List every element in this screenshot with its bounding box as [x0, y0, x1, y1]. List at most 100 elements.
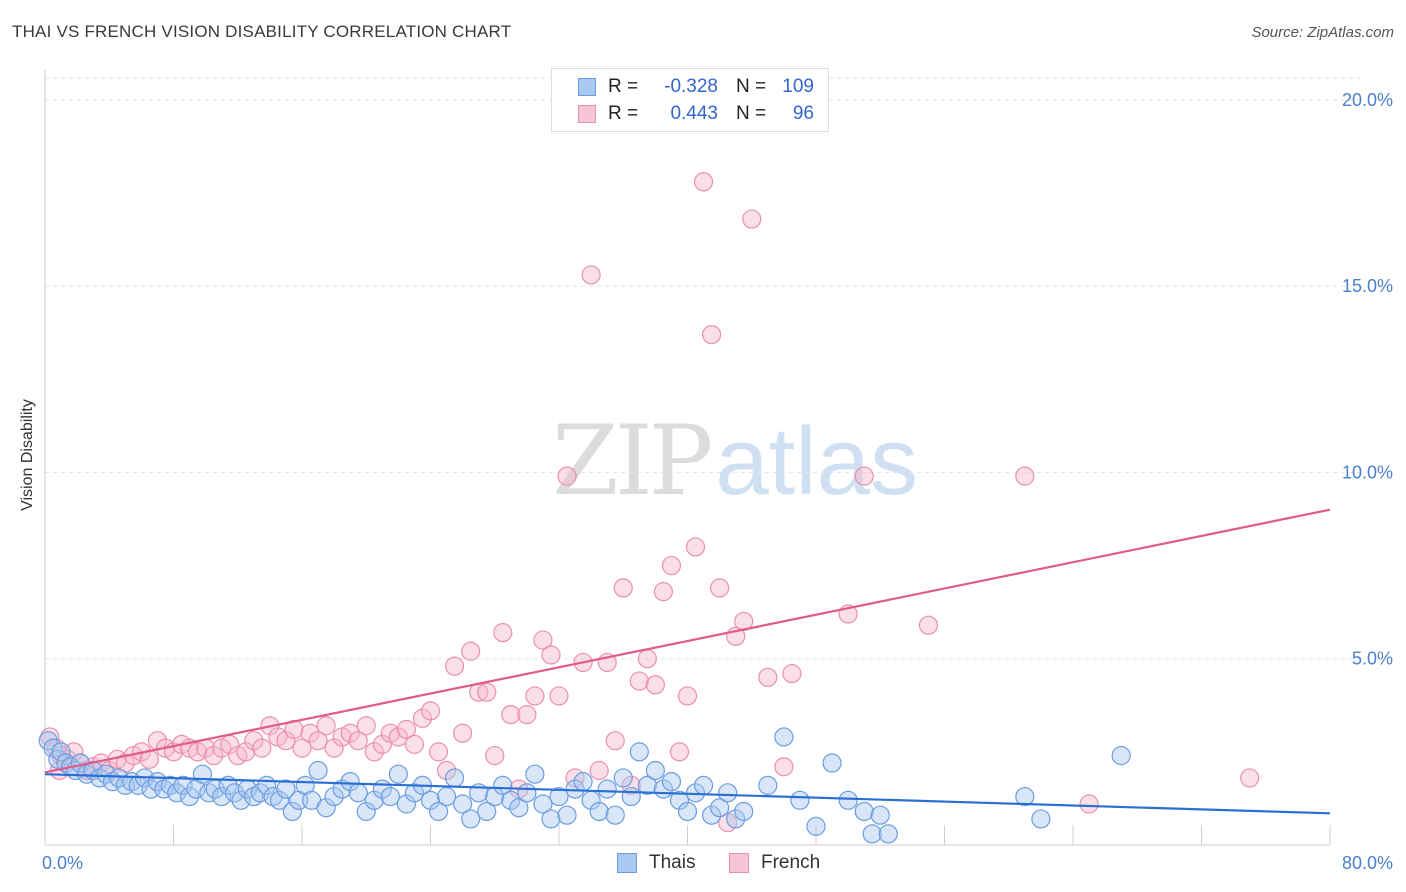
thai-point — [388, 764, 408, 784]
french-point — [613, 578, 633, 598]
thai-point — [613, 768, 633, 788]
thai-point — [501, 790, 521, 810]
bottom-legend-swatch-thais — [617, 853, 637, 873]
french-points — [40, 172, 1260, 833]
bottom-legend-swatch-french — [729, 853, 749, 873]
thai-point — [621, 786, 641, 807]
y-tick-label: 20.0% — [1342, 90, 1393, 110]
thai-point — [605, 805, 625, 825]
french-point — [292, 738, 312, 758]
french-point — [428, 742, 449, 762]
thai-point — [790, 790, 810, 810]
legend-r-label: R = — [608, 103, 639, 124]
thai-point — [453, 794, 473, 814]
french-point — [316, 716, 336, 736]
french-point — [669, 742, 690, 762]
french-point — [918, 615, 939, 635]
thai-point — [637, 775, 657, 795]
french-point — [420, 701, 441, 721]
thai-point — [878, 824, 898, 844]
french-point — [324, 738, 344, 758]
thai-point — [250, 783, 270, 803]
thais-trend-line — [44, 773, 1331, 815]
french-point — [677, 686, 698, 706]
french-point — [758, 667, 778, 687]
thai-point — [525, 764, 545, 784]
thai-point — [420, 790, 441, 810]
chart-title: THAI VS FRENCH VISION DISABILITY CORRELA… — [12, 22, 512, 41]
thais-points — [38, 727, 1131, 844]
thai-point — [870, 805, 890, 825]
thai-point — [806, 816, 826, 836]
french-point — [549, 686, 569, 706]
thai-point — [629, 742, 649, 762]
thai-point — [758, 775, 778, 795]
thai-point — [340, 772, 360, 792]
french-point — [493, 623, 513, 643]
trend-lines — [44, 508, 1331, 815]
thai-point — [669, 790, 690, 810]
french-point — [1015, 466, 1035, 486]
thai-point — [589, 801, 609, 822]
french-point — [388, 727, 408, 747]
french-point — [774, 757, 794, 777]
legend-row-french: R = 0.443 N = 96 — [578, 101, 814, 127]
french-point — [453, 723, 473, 743]
french-point — [461, 641, 481, 661]
thai-point — [179, 786, 200, 807]
thai-point — [509, 798, 529, 818]
thai-point — [701, 805, 722, 825]
bottom-legend-french: French — [729, 852, 820, 874]
french-point — [477, 682, 497, 702]
axes — [44, 70, 1331, 846]
french-point — [372, 734, 392, 754]
legend-swatch-thais — [578, 78, 596, 96]
french-point — [308, 731, 328, 751]
thai-point — [436, 786, 457, 807]
legend-r-value-thais: -0.328 — [664, 76, 718, 97]
french-trend-line — [44, 508, 1331, 774]
french-point — [661, 555, 682, 576]
french-point — [501, 704, 521, 725]
thai-point — [444, 768, 465, 788]
french-point — [364, 742, 384, 762]
thai-point — [461, 809, 481, 829]
french-point — [276, 731, 296, 751]
thai-point — [282, 801, 302, 822]
thai-point — [173, 775, 193, 795]
french-point — [605, 731, 625, 751]
thai-point — [332, 779, 352, 799]
french-point — [340, 723, 360, 743]
thai-point — [734, 801, 754, 822]
french-point — [629, 671, 649, 691]
thai-point — [324, 786, 344, 807]
french-point — [396, 719, 417, 740]
thai-point — [493, 775, 513, 795]
legend-r-label: R = — [608, 76, 639, 97]
french-point — [236, 742, 256, 762]
french-point — [693, 172, 714, 192]
thai-point — [645, 760, 665, 781]
french-point — [436, 760, 457, 781]
french-point — [404, 734, 425, 754]
correlation-legend: R = -0.328 N = 109 R = 0.443 N = 96 — [551, 68, 829, 132]
thai-point — [541, 809, 561, 829]
x-tick-label-min: 0.0% — [42, 853, 83, 873]
thai-point — [380, 786, 400, 807]
thai-point — [597, 779, 617, 799]
source-label: Source: ZipAtlas.com — [1251, 24, 1394, 41]
french-point — [557, 466, 577, 486]
french-point — [1079, 794, 1099, 814]
thai-point — [517, 783, 537, 803]
thai-point — [96, 764, 116, 784]
french-point — [485, 745, 505, 766]
legend-n-label: N = — [736, 76, 767, 97]
bottom-legend-label-french: French — [761, 852, 821, 873]
french-point — [533, 630, 553, 650]
french-point — [581, 265, 601, 285]
thai-point — [348, 783, 368, 803]
french-point — [621, 775, 641, 795]
thai-point — [661, 772, 682, 792]
thai-point — [533, 794, 553, 814]
